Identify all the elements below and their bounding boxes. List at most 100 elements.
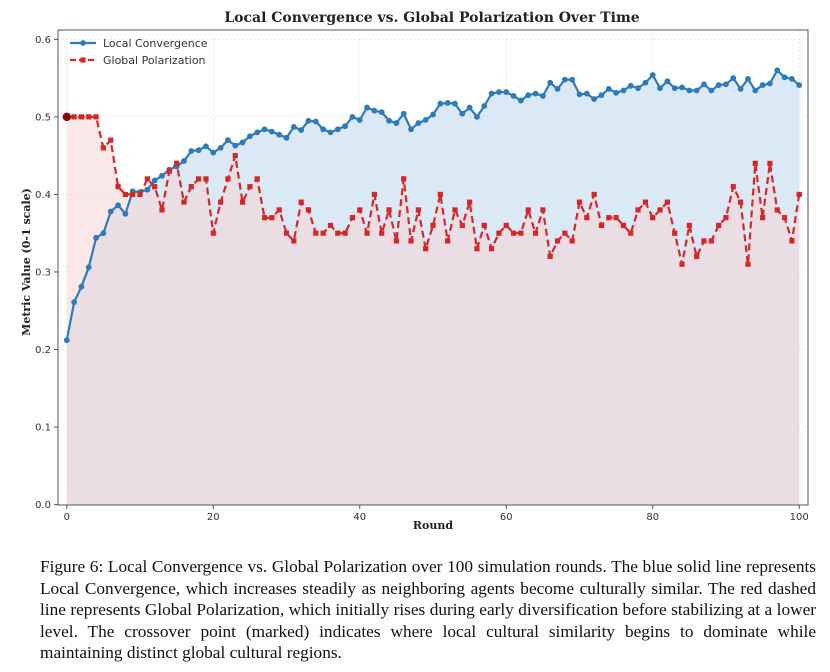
- data-point: [481, 103, 488, 109]
- data-point: [408, 238, 414, 244]
- data-point: [671, 85, 678, 92]
- data-point: [188, 148, 195, 154]
- data-point: [423, 246, 429, 252]
- data-point: [627, 82, 634, 89]
- data-point: [620, 222, 627, 229]
- data-point: [562, 230, 568, 236]
- data-point: [320, 126, 327, 133]
- data-point: [400, 110, 407, 117]
- data-point: [510, 93, 517, 99]
- data-point: [591, 96, 598, 102]
- data-point: [430, 222, 436, 229]
- chart-title: Local Convergence vs. Global Polarizatio…: [224, 10, 639, 26]
- crossover-marker: [62, 112, 71, 122]
- data-point: [679, 261, 685, 267]
- data-point: [649, 72, 656, 78]
- data-point: [290, 124, 297, 130]
- data-point: [496, 89, 502, 95]
- data-point: [598, 92, 605, 99]
- data-point: [327, 222, 334, 229]
- data-point: [188, 184, 194, 190]
- data-point: [364, 104, 370, 111]
- y-tick-label: 0.6: [35, 35, 51, 46]
- data-point: [701, 81, 707, 88]
- data-point: [364, 230, 370, 236]
- data-point: [379, 230, 385, 236]
- data-point: [181, 199, 187, 205]
- data-point: [71, 299, 78, 306]
- series-area: [66, 116, 800, 505]
- data-point: [723, 215, 729, 221]
- data-point: [225, 176, 231, 182]
- data-point: [401, 176, 407, 182]
- data-point: [474, 246, 480, 252]
- data-point: [759, 82, 766, 88]
- data-point: [474, 113, 480, 120]
- data-point: [393, 120, 400, 126]
- data-point: [730, 184, 736, 190]
- data-point: [605, 86, 612, 92]
- data-point: [723, 81, 729, 88]
- data-point: [628, 230, 634, 236]
- data-point: [93, 234, 99, 241]
- y-tick-label: 0.5: [35, 112, 51, 123]
- data-point: [115, 184, 121, 190]
- data-point: [554, 238, 561, 244]
- data-point: [642, 79, 649, 86]
- data-point: [789, 238, 795, 244]
- data-point: [518, 230, 524, 236]
- data-point: [393, 238, 399, 244]
- data-point: [422, 117, 429, 123]
- data-point: [788, 75, 795, 82]
- data-point: [349, 113, 356, 120]
- data-point: [510, 230, 517, 236]
- data-point: [781, 74, 788, 81]
- x-tick-label: 40: [353, 512, 366, 523]
- data-point: [650, 215, 656, 221]
- data-point: [701, 238, 707, 244]
- data-point: [78, 114, 85, 120]
- data-point: [657, 85, 663, 92]
- data-point: [774, 207, 780, 213]
- x-axis-label: Round: [413, 519, 453, 532]
- data-point: [334, 126, 341, 133]
- data-point: [356, 117, 363, 123]
- data-point: [730, 75, 737, 81]
- data-point: [93, 114, 99, 120]
- data-point: [584, 215, 590, 221]
- data-point: [437, 191, 443, 198]
- data-point: [151, 177, 158, 184]
- series-line: [66, 115, 801, 266]
- data-point: [298, 199, 304, 205]
- data-point: [517, 97, 524, 104]
- data-point: [408, 126, 414, 133]
- data-point: [254, 129, 261, 136]
- data-point: [488, 246, 495, 252]
- x-tick-label: 0: [64, 512, 70, 523]
- data-point: [767, 160, 773, 166]
- data-point: [481, 222, 487, 229]
- data-point: [137, 191, 143, 198]
- axes-frame: [57, 29, 809, 506]
- data-point: [254, 176, 260, 182]
- data-point: [686, 222, 692, 229]
- data-point: [583, 90, 590, 97]
- legend-entry: Global Polarization: [103, 54, 206, 67]
- data-point: [268, 128, 275, 135]
- data-point: [152, 184, 158, 190]
- data-point: [525, 92, 532, 99]
- data-point: [774, 67, 781, 74]
- data-point: [261, 126, 268, 133]
- data-point: [378, 109, 385, 116]
- data-point: [745, 261, 751, 267]
- data-point: [547, 253, 553, 260]
- data-point: [745, 75, 751, 82]
- data-point: [664, 78, 671, 85]
- data-point: [445, 238, 451, 244]
- data-point: [415, 207, 421, 213]
- data-point: [342, 123, 349, 130]
- data-point: [261, 215, 268, 221]
- legend-entry: Local Convergence: [103, 37, 208, 50]
- data-point: [203, 176, 209, 182]
- data-point: [606, 215, 612, 221]
